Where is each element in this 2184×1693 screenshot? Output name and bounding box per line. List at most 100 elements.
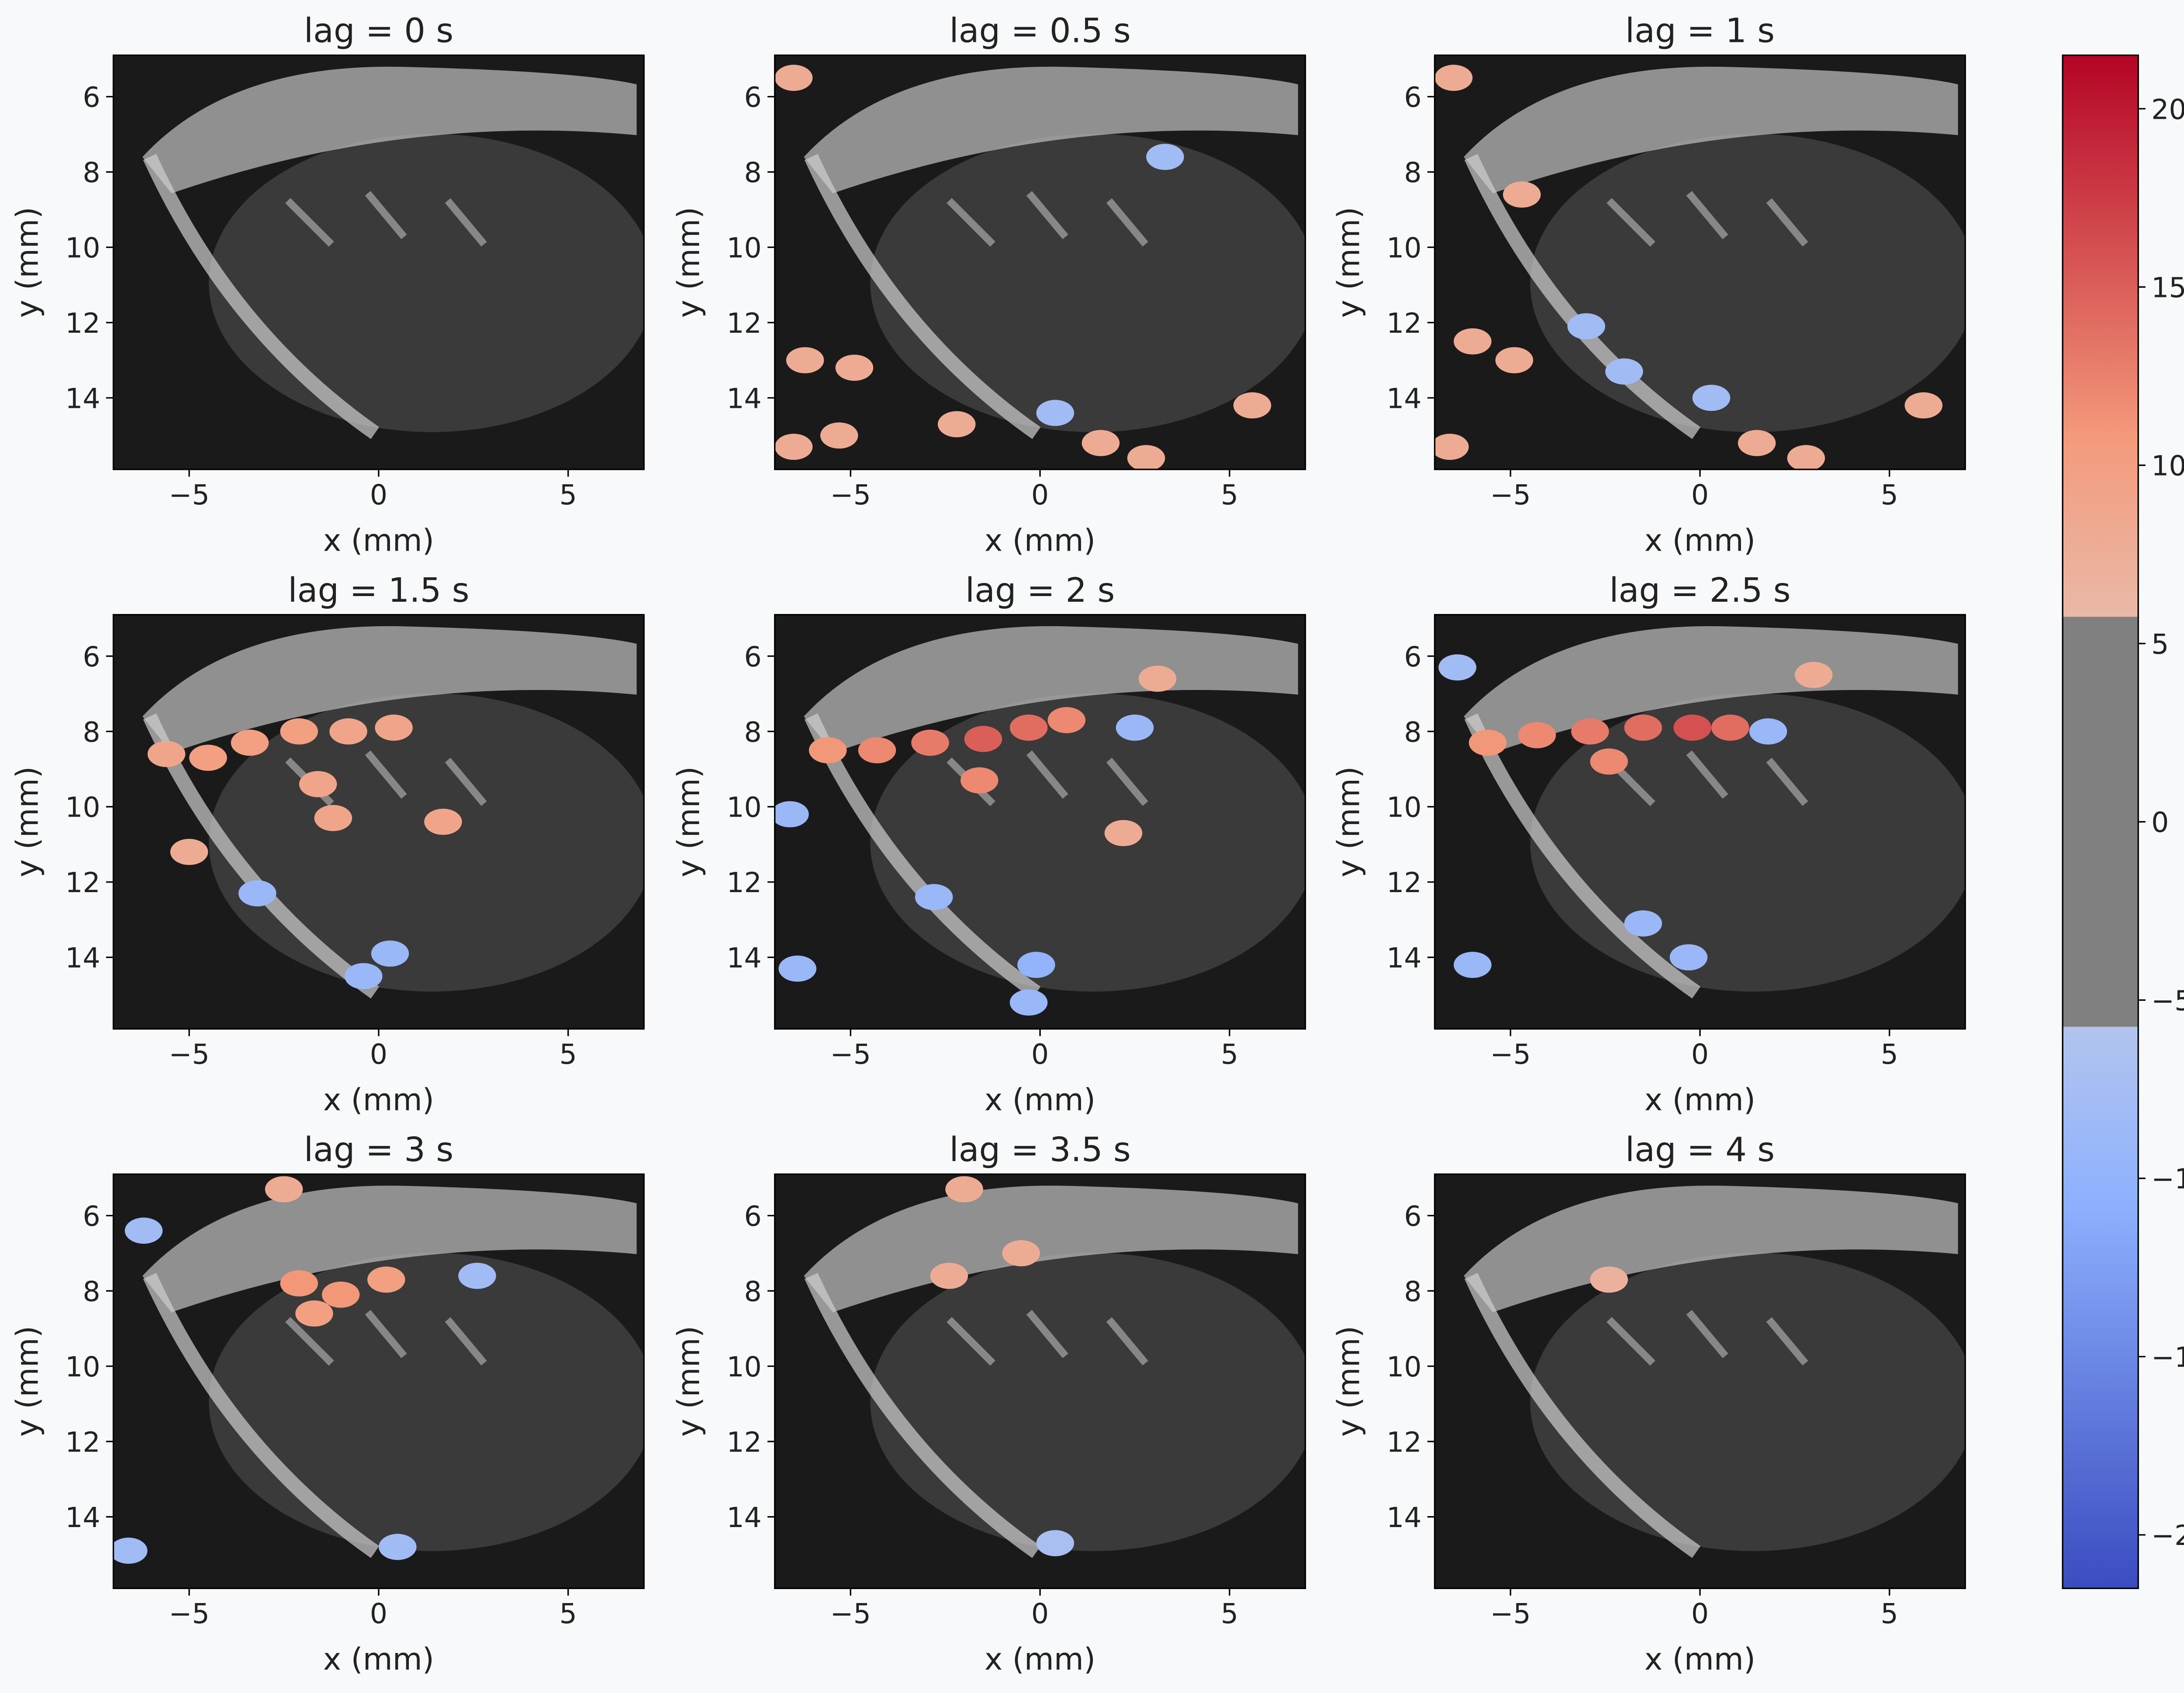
activation: [1495, 347, 1534, 373]
y-tick-label: 8: [744, 716, 762, 748]
activation: [1047, 707, 1086, 734]
x-tick-label: 5: [560, 1038, 577, 1070]
colorbar-tick-label: 15: [2151, 272, 2184, 304]
y-tick-label: 12: [726, 866, 761, 899]
vessel: [285, 191, 487, 247]
activation: [774, 801, 809, 828]
y-tick-label: 6: [744, 1200, 762, 1232]
panel-title: lag = 2.5 s: [1609, 571, 1790, 610]
x-axis-label: x (mm): [985, 1642, 1095, 1677]
activation: [774, 434, 813, 460]
y-tick-label: 14: [1386, 382, 1421, 414]
activation: [1571, 718, 1609, 745]
y-axis-label: y (mm): [1331, 207, 1366, 318]
activation: [930, 1262, 968, 1289]
y-tick-label: 6: [83, 641, 100, 673]
panel-title: lag = 0 s: [304, 12, 453, 51]
y-tick-label: 10: [1386, 1351, 1421, 1383]
y-axis-label: y (mm): [10, 1326, 45, 1437]
x-tick-label: 5: [1221, 1597, 1238, 1630]
x-tick-label: −5: [169, 1038, 209, 1070]
activation: [314, 805, 352, 831]
x-tick-label: 0: [1691, 479, 1709, 511]
x-axis-label: x (mm): [1645, 1082, 1755, 1117]
colorbar-tick-label: −5: [2151, 984, 2184, 1017]
x-tick-label: 0: [1691, 1597, 1709, 1630]
y-tick-label: 14: [65, 382, 100, 414]
activation: [1138, 665, 1177, 692]
activation: [147, 741, 186, 767]
activation: [1711, 714, 1749, 741]
brain-tissue: [870, 1253, 1306, 1551]
y-tick-label: 6: [744, 641, 762, 673]
x-tick-label: 5: [560, 479, 577, 511]
activation: [911, 729, 949, 756]
activation: [1009, 989, 1048, 1016]
activation: [321, 1281, 360, 1308]
y-tick-label: 8: [1404, 156, 1421, 189]
panel-title: lag = 3.5 s: [949, 1131, 1130, 1169]
x-axis-label: x (mm): [985, 523, 1095, 558]
activation: [778, 955, 817, 982]
panel: [1434, 55, 1966, 469]
y-tick-label: 8: [1404, 716, 1421, 748]
vessel: [285, 1310, 487, 1366]
y-tick-label: 14: [1386, 1501, 1421, 1534]
activation: [1127, 445, 1165, 469]
activation: [1002, 1240, 1040, 1266]
y-tick-label: 10: [65, 232, 100, 264]
activation: [1738, 430, 1776, 456]
colorbar-tick-label: −10: [2151, 1163, 2184, 1195]
activation: [1454, 952, 1492, 978]
activation: [960, 767, 999, 794]
panel: [1434, 614, 1966, 1029]
cortex: [142, 66, 637, 193]
activation: [1605, 358, 1643, 385]
y-tick-label: 14: [65, 942, 100, 974]
x-tick-label: −5: [1490, 1597, 1531, 1630]
activation: [1009, 714, 1048, 741]
panel: [774, 55, 1306, 469]
x-axis-label: x (mm): [323, 523, 434, 558]
activation: [937, 411, 976, 438]
activation: [1017, 952, 1055, 978]
activation: [1794, 662, 1833, 688]
brain-tissue: [1530, 1253, 1966, 1551]
activation: [858, 737, 896, 764]
y-tick-label: 6: [1404, 1200, 1421, 1232]
y-tick-label: 8: [83, 156, 100, 189]
activation: [344, 963, 383, 990]
x-tick-label: 0: [370, 1597, 387, 1630]
panel-title: lag = 4 s: [1625, 1131, 1775, 1169]
vessel: [1606, 1310, 1808, 1366]
y-tick-label: 8: [1404, 1275, 1421, 1307]
activation: [113, 1538, 148, 1564]
y-tick-label: 8: [83, 716, 100, 748]
cortex: [1464, 66, 1958, 193]
x-axis-label: x (mm): [1645, 1642, 1755, 1677]
activation: [1518, 722, 1556, 748]
panel-title: lag = 2 s: [965, 571, 1115, 610]
activation: [1692, 385, 1731, 411]
activation: [1434, 65, 1473, 91]
panel-title: lag = 1 s: [1625, 12, 1775, 51]
panel-title: lag = 3 s: [304, 1131, 453, 1169]
panel: [774, 1174, 1306, 1589]
y-tick-label: 12: [65, 307, 100, 339]
y-tick-label: 14: [65, 1501, 100, 1534]
cortex: [142, 1186, 637, 1313]
panel: [1434, 1174, 1966, 1589]
brain-tissue: [209, 134, 644, 432]
cortex: [142, 626, 637, 753]
activation: [280, 1270, 318, 1296]
vessel: [804, 154, 1041, 439]
colorbar-tick-label: 0: [2151, 806, 2169, 838]
x-tick-label: −5: [169, 1597, 209, 1630]
vessel: [143, 1272, 380, 1558]
y-tick-label: 12: [65, 866, 100, 899]
x-tick-label: −5: [830, 1597, 871, 1630]
x-tick-label: −5: [830, 1038, 871, 1070]
y-tick-label: 8: [744, 156, 762, 189]
x-tick-label: 0: [370, 1038, 387, 1070]
